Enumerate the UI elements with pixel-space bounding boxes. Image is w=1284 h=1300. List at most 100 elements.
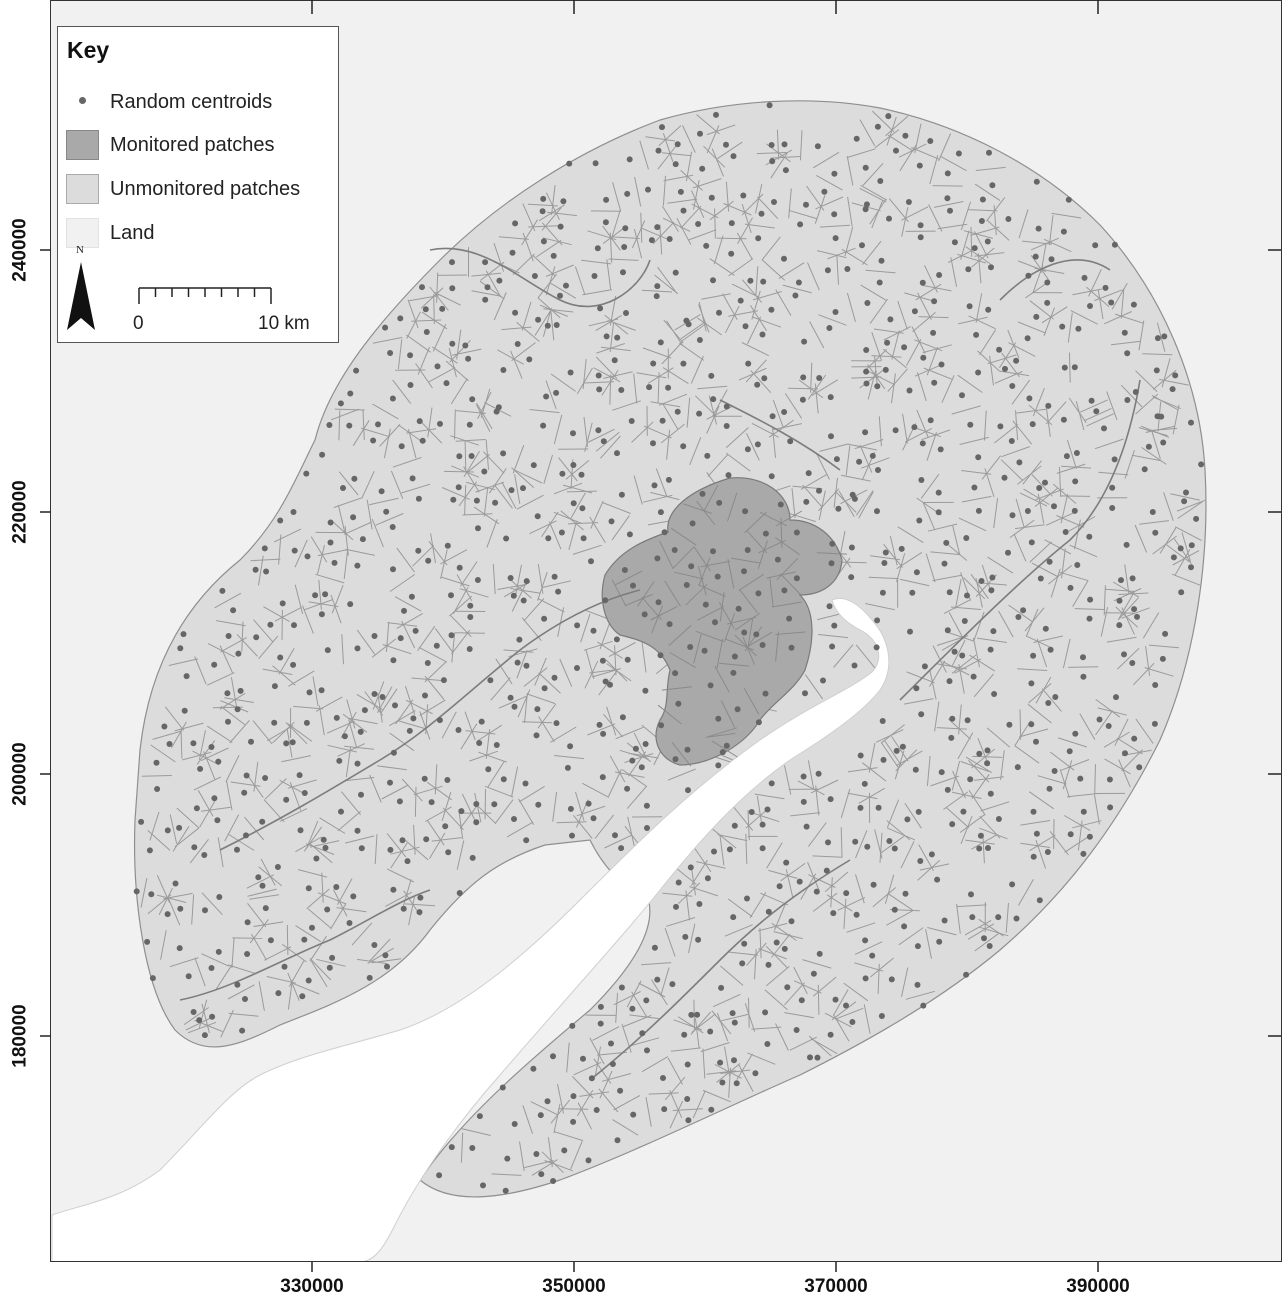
- random-centroid: [1129, 575, 1136, 582]
- random-centroid: [1152, 682, 1159, 688]
- patch-edge: [812, 855, 843, 858]
- patch-edge: [279, 808, 308, 822]
- random-centroid: [996, 346, 1003, 353]
- patch-edge: [830, 877, 833, 908]
- random-centroid: [580, 1055, 586, 1062]
- random-centroid: [618, 491, 625, 498]
- random-centroid: [655, 599, 662, 606]
- patch-edge: [863, 1004, 871, 1034]
- legend-item-random-centroids: Random centroids: [58, 85, 338, 119]
- patch-edge: [484, 785, 514, 798]
- patch-edge: [807, 262, 820, 291]
- patch-edge: [262, 668, 293, 675]
- patch-edge: [497, 583, 528, 590]
- random-centroid: [715, 762, 722, 769]
- patch-edge: [584, 660, 599, 689]
- random-centroid: [448, 632, 455, 639]
- random-centroid: [241, 789, 248, 796]
- patch-edge: [720, 700, 736, 728]
- random-centroid: [618, 845, 625, 852]
- patch-edge: [487, 761, 505, 788]
- patch-edge: [420, 287, 444, 309]
- patch-edge: [694, 1018, 700, 1049]
- random-centroid: [813, 888, 820, 895]
- patch-edge: [921, 284, 952, 292]
- patch-edge: [476, 404, 491, 432]
- random-centroid: [970, 673, 977, 680]
- patch-edge: [807, 862, 820, 891]
- random-centroid: [947, 207, 953, 214]
- random-centroid: [657, 339, 664, 346]
- patch-edge: [868, 576, 899, 580]
- patch-edge: [1023, 488, 1050, 505]
- random-centroid: [474, 577, 481, 583]
- patch-edge: [287, 979, 293, 1010]
- patch-edge: [406, 428, 437, 434]
- patch-edge: [330, 594, 342, 624]
- random-centroid: [216, 894, 223, 900]
- random-centroid: [796, 878, 803, 885]
- random-centroid: [699, 490, 706, 497]
- patch-edge: [1111, 283, 1128, 310]
- patch-edge: [189, 838, 209, 864]
- random-centroid: [661, 529, 668, 536]
- random-centroid: [946, 589, 953, 596]
- patch-edge: [424, 660, 448, 683]
- random-centroid: [567, 743, 574, 750]
- patch-edge: [1114, 313, 1144, 324]
- random-centroid: [172, 880, 179, 887]
- patch-edge: [817, 250, 847, 259]
- patch-edge: [260, 858, 276, 886]
- patch-edge: [286, 727, 293, 758]
- patch-edge: [537, 297, 561, 319]
- random-centroid: [262, 905, 269, 912]
- patch-edge: [404, 686, 416, 715]
- random-centroid: [762, 530, 769, 537]
- random-centroid: [208, 744, 215, 750]
- patch-edge: [974, 932, 1000, 952]
- patch-edge: [1059, 769, 1070, 799]
- patch-edge: [847, 443, 877, 451]
- patch-edge: [333, 889, 348, 917]
- patch-edge: [442, 807, 464, 831]
- patch-edge: [693, 846, 712, 873]
- random-centroid: [863, 201, 870, 208]
- random-centroid: [643, 997, 650, 1004]
- random-centroid: [941, 917, 948, 924]
- patch-edge: [738, 367, 767, 381]
- random-centroid: [533, 1151, 540, 1157]
- patch-edge: [537, 703, 557, 729]
- random-centroid: [672, 161, 679, 168]
- patch-edge: [207, 643, 236, 658]
- patch-edge: [317, 892, 346, 905]
- patch-edge: [1144, 667, 1174, 677]
- random-centroid: [731, 1019, 738, 1026]
- random-centroid: [591, 273, 598, 279]
- random-centroid: [629, 757, 636, 764]
- patch-edge: [537, 564, 544, 594]
- patch-edge: [1083, 407, 1112, 422]
- patch-edge: [396, 612, 424, 629]
- random-centroid: [1087, 303, 1093, 309]
- random-centroid: [685, 787, 691, 794]
- patch-edge: [463, 466, 480, 493]
- patch-edge: [937, 223, 968, 230]
- random-centroid: [672, 269, 679, 276]
- random-centroid: [793, 575, 800, 582]
- patch-edge: [589, 668, 620, 674]
- patch-edge: [483, 486, 489, 517]
- patch-edge: [934, 701, 940, 732]
- patch-edge: [510, 588, 541, 594]
- patch-edge: [344, 835, 375, 844]
- random-centroid: [830, 910, 837, 917]
- patch-edge: [773, 931, 803, 940]
- random-centroid: [857, 752, 864, 759]
- patch-edge: [346, 699, 356, 729]
- random-centroid: [535, 801, 542, 808]
- patch-edge: [1020, 820, 1051, 826]
- patch-edge: [441, 711, 457, 739]
- random-centroid: [829, 540, 836, 547]
- random-centroid: [540, 422, 547, 429]
- random-centroid: [680, 207, 687, 214]
- random-centroid: [290, 509, 297, 515]
